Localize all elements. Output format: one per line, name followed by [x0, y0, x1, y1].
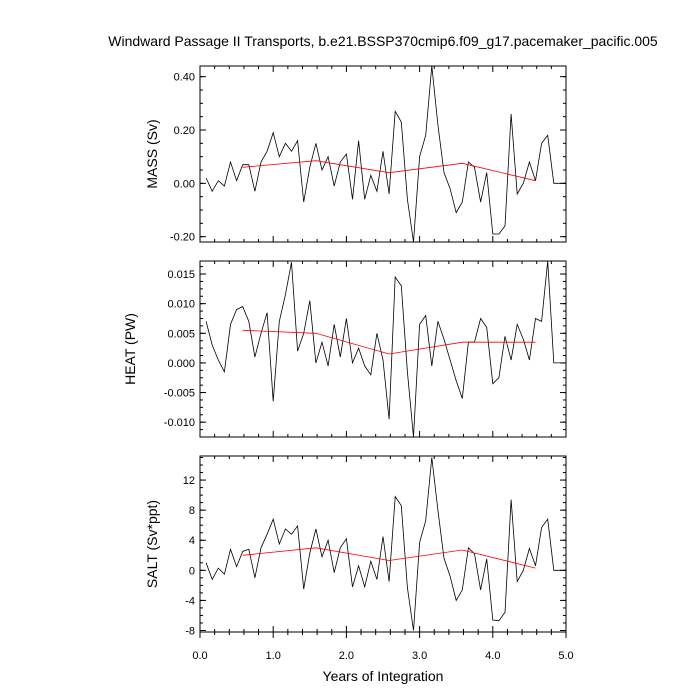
- mass-y-ticks: -0.20 0.00 0.20 0.40: [170, 66, 567, 244]
- heat-y-ticks: -0.010 -0.005 0.000 0.005 0.010 0.015: [164, 261, 567, 438]
- heat-y-tick-label: -0.005: [164, 388, 195, 400]
- panel-mass: -0.20 0.00 0.20 0.40 MASS (Sv): [144, 65, 567, 244]
- heat-y-axis-label: HEAT (PW): [122, 313, 138, 385]
- panel-heat: -0.010 -0.005 0.000 0.005 0.010 0.015 HEAT (P…: [122, 260, 567, 438]
- heat-y-tick-label: 0.000: [167, 358, 195, 370]
- salt-y-ticks: -8 -4 0 4 8 12: [183, 456, 567, 637]
- salt-plot-frame: [199, 455, 567, 633]
- salt-monthly-line: [205, 457, 566, 631]
- panel-salt: -8 -4 0 4 8 12 SALT (Sv*ppt): [144, 455, 567, 637]
- mass-monthly-line: [205, 65, 566, 243]
- heat-y-tick-label: 0.015: [167, 269, 195, 281]
- heat-plot-frame: [199, 260, 567, 438]
- mass-plot-frame: [199, 65, 567, 243]
- x-tick-label: 2.0: [339, 650, 354, 662]
- salt-y-tick-label: -8: [185, 625, 195, 637]
- mass-annual-mean-line: [242, 160, 536, 182]
- salt-annual-mean-line: [242, 547, 536, 569]
- mass-y-tick-label: 0.20: [174, 125, 195, 137]
- chart-title: Windward Passage II Transports, b.e21.BS…: [108, 33, 658, 49]
- x-tick-label: 1.0: [266, 650, 281, 662]
- x-tick-label: 4.0: [485, 650, 500, 662]
- salt-y-axis-label: SALT (Sv*ppt): [144, 500, 160, 588]
- salt-y-tick-label: 0: [189, 565, 195, 577]
- heat-y-tick-label: -0.010: [164, 417, 195, 429]
- heat-annual-mean-line: [242, 329, 536, 355]
- salt-y-tick-label: 12: [183, 475, 195, 487]
- heat-monthly-line: [205, 260, 566, 438]
- mass-y-tick-label: 0.40: [174, 72, 195, 84]
- x-tick-label: 3.0: [412, 650, 427, 662]
- x-axis: 0.0 1.0 2.0 3.0 4.0 5.0: [192, 632, 574, 662]
- salt-y-tick-label: 4: [189, 535, 195, 547]
- x-axis-label: Years of Integration: [323, 668, 444, 684]
- mass-y-axis-label: MASS (Sv): [144, 119, 160, 188]
- heat-y-tick-label: 0.005: [167, 328, 195, 340]
- x-tick-label: 5.0: [558, 650, 573, 662]
- mass-y-tick-label: -0.20: [170, 232, 195, 244]
- mass-y-tick-label: 0.00: [174, 178, 195, 190]
- salt-y-tick-label: -4: [185, 595, 195, 607]
- salt-y-tick-label: 8: [189, 505, 195, 517]
- x-tick-label: 0.0: [192, 650, 207, 662]
- heat-y-tick-label: 0.010: [167, 299, 195, 311]
